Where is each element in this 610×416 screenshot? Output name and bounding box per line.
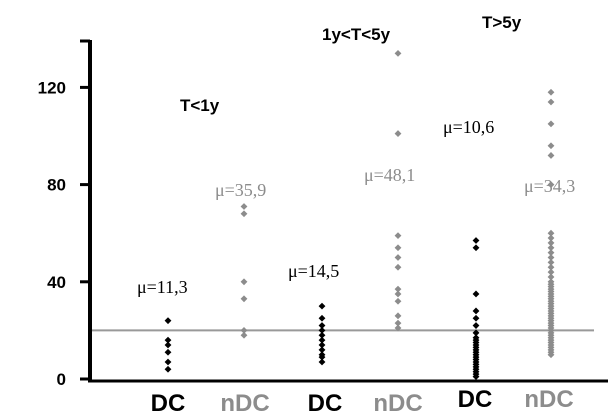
y-tick-label-120: 120 [38, 78, 66, 97]
data-point [318, 331, 326, 339]
category-label-1: DC [151, 390, 186, 416]
category-label-2: nDC [220, 390, 269, 416]
data-point [547, 120, 555, 128]
data-point [547, 258, 555, 266]
data-point [164, 365, 172, 373]
data-point [547, 88, 555, 96]
data-point [164, 317, 172, 325]
data-point [394, 263, 402, 271]
data-point [318, 341, 326, 349]
data-point [547, 268, 555, 276]
data-point [240, 331, 248, 339]
data-point [394, 285, 402, 293]
group-title-2: 1y<T<5y [322, 25, 391, 44]
y-tick-label-0: 0 [57, 370, 66, 389]
data-point [547, 273, 555, 281]
data-point [472, 314, 480, 322]
data-point [318, 322, 326, 329]
data-point [547, 98, 555, 106]
data-point [547, 142, 555, 150]
axes [88, 40, 608, 383]
data-point [318, 351, 326, 359]
mean-label-t3-dc: μ=10,6 [443, 117, 494, 137]
data-point [394, 297, 402, 305]
group-title-3: T>5y [482, 13, 522, 32]
data-point [164, 348, 172, 356]
data-point [318, 346, 326, 354]
category-label-5: DC [458, 386, 493, 413]
data-point [547, 263, 555, 271]
data-point [240, 210, 248, 218]
data-point [240, 278, 248, 286]
data-point [394, 312, 402, 320]
data-point [547, 254, 555, 261]
group-title-1: T<1y [180, 96, 220, 115]
data-point [394, 324, 402, 332]
data-point [394, 319, 402, 327]
data-point [472, 244, 480, 252]
mean-label-t3-ndc: μ=34,3 [524, 176, 575, 196]
data-point [318, 336, 326, 344]
data-point [240, 327, 248, 334]
data-point [472, 307, 480, 315]
data-point [472, 329, 480, 337]
mean-label-t1-ndc: μ=35,9 [215, 180, 266, 200]
data-point [394, 290, 402, 298]
data-point [472, 322, 480, 329]
data-point [240, 203, 248, 210]
data-point [394, 49, 402, 57]
data-point [472, 290, 480, 298]
data-points [164, 49, 555, 380]
data-point [394, 254, 402, 261]
data-point [547, 181, 555, 188]
data-point [318, 358, 326, 366]
data-point [318, 302, 326, 310]
mean-label-t2-dc: μ=14,5 [288, 261, 339, 281]
category-label-3: DC [308, 390, 343, 416]
y-tick-label-40: 40 [47, 273, 66, 292]
data-point [547, 152, 555, 159]
data-point [164, 358, 172, 366]
data-point [394, 130, 402, 137]
data-point [394, 232, 402, 240]
data-point [318, 327, 326, 334]
data-point [318, 314, 326, 322]
mean-label-t1-dc: μ=11,3 [137, 277, 188, 297]
category-label-4: nDC [373, 390, 422, 416]
data-point [547, 249, 555, 257]
data-point [164, 336, 172, 344]
data-point [240, 295, 248, 303]
mean-label-t2-ndc: μ=48,1 [364, 165, 415, 185]
category-label-6: nDC [524, 386, 573, 413]
data-point [394, 244, 402, 252]
data-point [547, 278, 555, 286]
data-point [547, 239, 555, 247]
data-point [472, 334, 480, 342]
data-point [547, 234, 555, 242]
y-tick-label-80: 80 [47, 176, 66, 195]
y-ticks: 0 40 80 120 [38, 39, 90, 389]
data-point [164, 341, 172, 349]
data-point [472, 237, 480, 244]
data-point [547, 244, 555, 252]
data-point [547, 229, 555, 237]
